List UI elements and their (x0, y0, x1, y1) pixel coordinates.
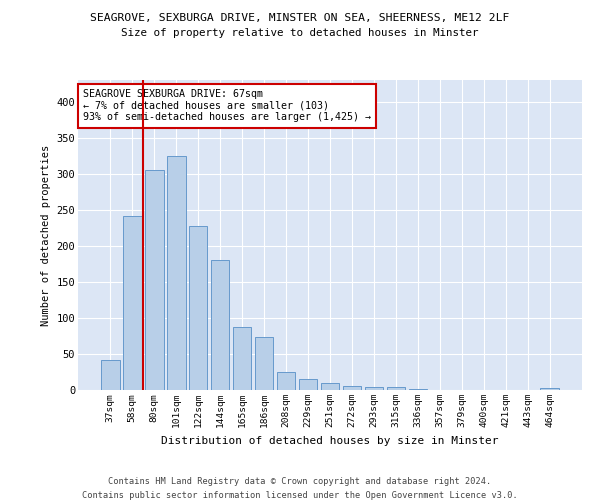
Bar (277, 372, 295, 390)
Bar (167, 156, 185, 390)
Text: Contains HM Land Registry data © Crown copyright and database right 2024.: Contains HM Land Registry data © Crown c… (109, 478, 491, 486)
Bar (255, 338, 274, 390)
Bar (386, 387, 405, 390)
Bar (189, 226, 208, 390)
Text: Contains public sector information licensed under the Open Government Licence v3: Contains public sector information licen… (82, 491, 518, 500)
Text: SEAGROVE SEXBURGA DRIVE: 67sqm
← 7% of detached houses are smaller (103)
93% of : SEAGROVE SEXBURGA DRIVE: 67sqm ← 7% of d… (83, 90, 371, 122)
Bar (541, 388, 559, 390)
Bar (365, 387, 383, 390)
X-axis label: Distribution of detached houses by size in Minster: Distribution of detached houses by size … (161, 436, 499, 446)
Text: Size of property relative to detached houses in Minster: Size of property relative to detached ho… (121, 28, 479, 38)
Text: SEAGROVE, SEXBURGA DRIVE, MINSTER ON SEA, SHEERNESS, ME12 2LF: SEAGROVE, SEXBURGA DRIVE, MINSTER ON SEA… (91, 12, 509, 22)
Bar (233, 326, 251, 390)
Bar (320, 383, 340, 390)
Bar (101, 360, 119, 390)
Bar (211, 260, 229, 390)
Bar (343, 386, 361, 390)
Y-axis label: Number of detached properties: Number of detached properties (41, 144, 51, 326)
Bar (123, 216, 142, 390)
Bar (145, 170, 164, 390)
Bar (299, 379, 317, 390)
